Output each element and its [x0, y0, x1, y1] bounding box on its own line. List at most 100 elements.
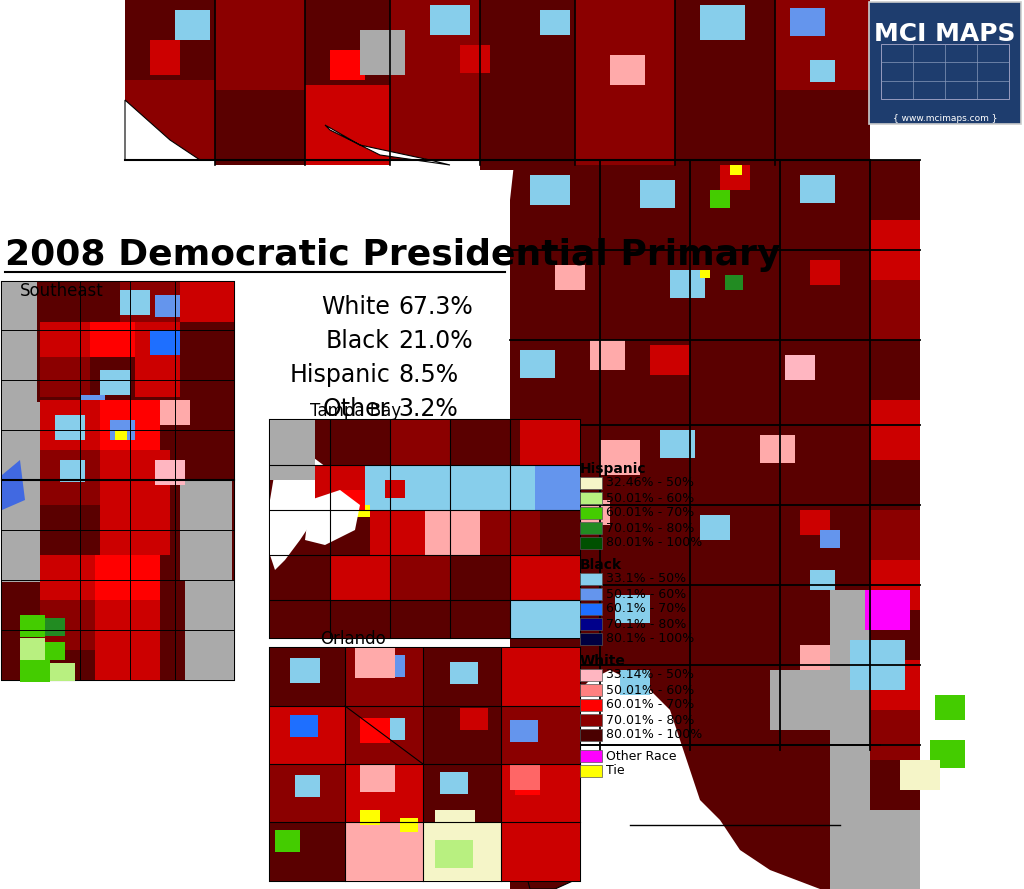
Polygon shape: [270, 455, 330, 570]
Bar: [650, 345, 690, 375]
Bar: [580, 477, 602, 489]
Bar: [830, 830, 920, 889]
Bar: [175, 10, 210, 40]
Bar: [820, 530, 840, 548]
Text: Hispanic: Hispanic: [289, 363, 390, 387]
Bar: [850, 640, 905, 690]
Bar: [580, 765, 602, 777]
Bar: [480, 510, 540, 555]
Text: 50.1% - 60%: 50.1% - 60%: [606, 588, 686, 600]
Bar: [100, 370, 130, 395]
Bar: [760, 435, 795, 463]
Bar: [290, 715, 318, 737]
Bar: [530, 520, 565, 548]
Bar: [305, 85, 390, 165]
Bar: [215, 0, 305, 90]
Bar: [40, 322, 90, 357]
Bar: [450, 662, 478, 684]
Bar: [810, 260, 840, 285]
Bar: [501, 822, 580, 881]
Bar: [360, 764, 395, 792]
Bar: [95, 555, 160, 600]
Bar: [870, 460, 920, 510]
Bar: [590, 340, 625, 370]
Bar: [881, 44, 1009, 99]
Bar: [600, 440, 640, 475]
Bar: [810, 60, 835, 82]
Bar: [501, 706, 580, 764]
Text: 60.01% - 70%: 60.01% - 70%: [606, 507, 694, 519]
Bar: [100, 450, 170, 505]
Text: 2008 Democratic Presidential Primary: 2008 Democratic Presidential Primary: [5, 238, 780, 272]
Bar: [110, 420, 135, 440]
Bar: [575, 95, 675, 165]
Bar: [610, 55, 645, 85]
Bar: [480, 465, 535, 510]
Bar: [360, 30, 406, 75]
Bar: [95, 650, 160, 680]
Text: White: White: [322, 295, 390, 319]
Bar: [830, 750, 920, 830]
Bar: [20, 615, 45, 637]
Bar: [580, 507, 602, 519]
Bar: [440, 772, 468, 794]
Bar: [380, 655, 406, 677]
Text: 70.1% - 80%: 70.1% - 80%: [606, 618, 686, 630]
Bar: [770, 670, 830, 730]
Bar: [180, 480, 232, 580]
Bar: [555, 265, 585, 290]
Text: Orlando: Orlando: [319, 630, 386, 648]
Bar: [720, 165, 750, 190]
Bar: [775, 90, 870, 165]
Bar: [870, 710, 920, 760]
Bar: [785, 355, 815, 380]
Text: 21.0%: 21.0%: [398, 329, 473, 353]
Text: Tampa Bay: Tampa Bay: [310, 402, 401, 420]
Bar: [580, 633, 602, 645]
Bar: [125, 80, 215, 160]
Bar: [345, 764, 423, 822]
Bar: [530, 175, 570, 205]
Text: 50.01% - 60%: 50.01% - 60%: [606, 492, 694, 504]
Bar: [580, 492, 602, 504]
Bar: [270, 648, 580, 881]
Bar: [215, 90, 305, 165]
Bar: [295, 775, 319, 797]
Bar: [330, 50, 365, 80]
Bar: [390, 90, 480, 160]
Bar: [790, 8, 825, 36]
Text: 70.01% - 80%: 70.01% - 80%: [606, 522, 694, 534]
Text: 33.14% - 50%: 33.14% - 50%: [606, 669, 694, 682]
Bar: [800, 510, 830, 535]
Polygon shape: [2, 460, 25, 510]
Bar: [345, 822, 423, 881]
Bar: [580, 669, 602, 681]
Bar: [725, 275, 743, 290]
Bar: [870, 160, 920, 220]
Bar: [420, 465, 480, 510]
Bar: [385, 480, 406, 498]
Bar: [870, 340, 920, 400]
Bar: [330, 420, 390, 465]
Text: Black: Black: [326, 329, 390, 353]
Bar: [510, 720, 538, 742]
Bar: [270, 822, 345, 881]
Bar: [580, 522, 602, 534]
Bar: [870, 400, 920, 460]
Bar: [45, 618, 65, 636]
Bar: [510, 600, 580, 638]
Bar: [869, 2, 1021, 124]
Bar: [510, 555, 580, 600]
Bar: [185, 580, 234, 680]
Bar: [150, 330, 180, 355]
Text: 60.1% - 70%: 60.1% - 70%: [606, 603, 686, 615]
Text: White: White: [580, 654, 626, 668]
Bar: [675, 85, 775, 165]
Bar: [40, 282, 120, 322]
Bar: [40, 400, 100, 450]
Bar: [115, 430, 127, 440]
Bar: [20, 660, 50, 682]
Bar: [390, 0, 480, 90]
Bar: [423, 822, 501, 881]
Bar: [100, 505, 170, 555]
